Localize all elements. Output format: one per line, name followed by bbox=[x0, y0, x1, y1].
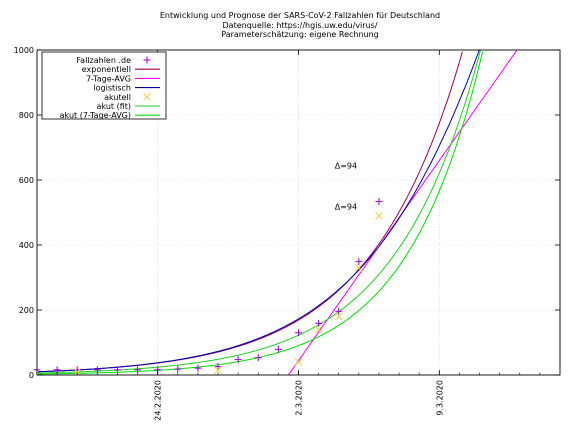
data-point-cross bbox=[334, 312, 343, 321]
legend-label: akutell bbox=[104, 93, 131, 102]
legend-label: akut (fit) bbox=[97, 102, 131, 111]
marker-d2 bbox=[73, 367, 82, 376]
data-point-plus bbox=[274, 345, 282, 353]
x-tick-label: 24.2.2020 bbox=[154, 380, 163, 421]
data-point-plus bbox=[315, 319, 323, 327]
chart-subtitle-source: Datenquelle: https://hgis.uw.edu/virus/ bbox=[223, 21, 378, 30]
curve-logistisch bbox=[38, 49, 480, 373]
marker-d2 bbox=[314, 325, 323, 334]
data-point-plus bbox=[335, 307, 343, 315]
y-tick-label: 0 bbox=[29, 371, 34, 380]
data-point-cross bbox=[314, 325, 323, 334]
data-point-cross bbox=[294, 358, 303, 366]
curve-akut-7-tage-avg- bbox=[38, 51, 484, 375]
data-point-plus bbox=[174, 365, 182, 373]
x-tick-label: 9.3.2020 bbox=[435, 380, 444, 416]
data-point-plus bbox=[254, 354, 262, 362]
chart-title: Entwicklung und Prognose der SARS-CoV-2 … bbox=[160, 11, 440, 20]
points bbox=[33, 197, 383, 376]
data-point-plus bbox=[93, 366, 101, 374]
annotation-delta: Δ=94 bbox=[335, 202, 357, 211]
plot-frame bbox=[36, 49, 561, 376]
marker-d2 bbox=[354, 263, 363, 272]
data-point-plus bbox=[234, 355, 242, 363]
marker-d2 bbox=[375, 211, 383, 220]
data-point-plus bbox=[355, 258, 363, 266]
data-point-cross bbox=[73, 367, 82, 376]
data-point-plus bbox=[194, 364, 202, 372]
legend: Fallzahlen .deexponentiell7-Tage-AVGlogi… bbox=[41, 51, 167, 120]
marker-d2 bbox=[214, 366, 222, 374]
legend-label: akut (7-Tage-AVG) bbox=[60, 111, 131, 120]
y-tick-label: 400 bbox=[19, 241, 34, 250]
chart-subtitle-params: Parameterschätzung: eigene Rechnung bbox=[221, 30, 379, 39]
data-point-cross bbox=[214, 366, 222, 374]
data-point-plus bbox=[214, 363, 222, 371]
x-tick-label: 2.3.2020 bbox=[295, 380, 304, 416]
data-point-cross bbox=[375, 211, 383, 220]
data-point-plus bbox=[113, 366, 121, 374]
axes: 0 200 400 600 800 1000 24.2.2020 2.3.2020 9.3.20… bbox=[14, 46, 561, 421]
y-tick-label: 800 bbox=[19, 111, 34, 120]
data-point-cross bbox=[354, 263, 363, 272]
marker-d2 bbox=[334, 312, 343, 321]
marker-d2 bbox=[294, 358, 303, 366]
curve-akut-fit- bbox=[38, 49, 481, 374]
annotation-delta: Δ=94 bbox=[335, 162, 357, 171]
legend-label: 7-Tage-AVG bbox=[86, 74, 131, 83]
data-point-plus bbox=[375, 197, 383, 205]
data-point-plus bbox=[53, 366, 61, 374]
data-point-plus bbox=[134, 366, 142, 374]
legend-label: logistisch bbox=[93, 84, 131, 93]
legend-swatch-cross-2 bbox=[143, 92, 151, 101]
legend-label: Fallzahlen .de bbox=[76, 56, 131, 65]
curves bbox=[38, 49, 518, 376]
y-tick-label: 1000 bbox=[14, 46, 34, 55]
data-point-plus bbox=[295, 329, 302, 337]
y-tick-label: 600 bbox=[19, 176, 34, 185]
y-tick-label: 200 bbox=[19, 306, 34, 315]
legend-label: exponentiell bbox=[82, 65, 131, 74]
annotations: Δ=94 Δ=94 bbox=[335, 162, 357, 212]
legend-box bbox=[41, 51, 167, 120]
